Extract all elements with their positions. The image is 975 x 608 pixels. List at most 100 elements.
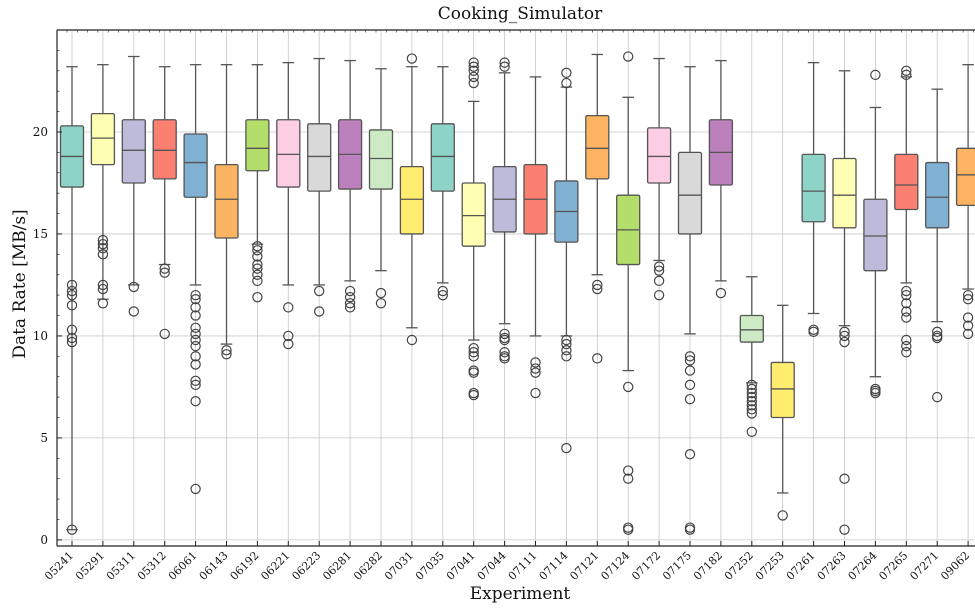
outlier-point — [901, 334, 912, 346]
x-tick-label: 07261 — [784, 549, 818, 583]
box-05241 — [59, 66, 85, 535]
outlier-point — [746, 404, 758, 415]
box-body — [90, 112, 116, 166]
outlier-point — [684, 449, 696, 460]
outlier-point — [746, 379, 758, 391]
box-07121 — [585, 53, 610, 364]
box-07035 — [430, 66, 455, 301]
x-axis-label: Experiment — [469, 584, 571, 604]
box-body — [152, 119, 177, 180]
box-06281 — [337, 59, 363, 313]
outlier-point — [190, 351, 201, 362]
outlier-point — [252, 263, 263, 274]
x-tick-label: 07035 — [413, 549, 447, 583]
y-tick-label: 0 — [40, 533, 48, 547]
outlier-point — [66, 332, 78, 344]
outlier-point — [530, 387, 541, 399]
outlier-point — [190, 334, 201, 346]
box-body — [955, 147, 975, 207]
outlier-point — [839, 524, 850, 535]
outlier-point — [66, 279, 78, 291]
chart-title: Cooking_Simulator — [437, 4, 603, 24]
outlier-point — [746, 395, 758, 407]
box-07271 — [925, 88, 950, 403]
outlier-point — [66, 285, 78, 297]
outlier-point — [746, 383, 758, 395]
outlier-point — [252, 275, 263, 287]
outlier-point — [159, 267, 170, 278]
outlier-point — [746, 426, 758, 437]
grid — [57, 30, 975, 546]
outlier-point — [252, 291, 263, 303]
box-body — [245, 119, 270, 172]
outlier-point — [252, 240, 263, 252]
outlier-point — [901, 347, 912, 358]
outlier-point — [530, 357, 541, 368]
box-06061 — [183, 64, 208, 495]
box-body — [368, 129, 394, 190]
box-07175 — [677, 66, 703, 535]
outlier-point — [344, 298, 356, 309]
box-07265 — [894, 65, 919, 358]
outlier-point — [375, 298, 387, 309]
outlier-point — [190, 310, 201, 321]
outlier-point — [839, 330, 850, 342]
outlier-point — [901, 65, 912, 76]
x-tick-label: 07114 — [537, 549, 571, 583]
outlier-point — [962, 294, 974, 305]
box-06192 — [245, 64, 270, 303]
x-tick-label: 07111 — [506, 549, 540, 583]
outlier-point — [530, 367, 541, 378]
outlier-point — [592, 353, 603, 364]
outlier-point — [252, 245, 263, 256]
box-body — [801, 153, 826, 223]
x-tick-label: 07265 — [876, 549, 910, 583]
x-tick-label: 06281 — [320, 549, 354, 583]
x-tick-label: 07172 — [629, 549, 663, 583]
outlier-point — [653, 265, 665, 276]
box-body — [677, 151, 703, 235]
box-body — [925, 161, 950, 229]
outlier-point — [406, 53, 418, 64]
outlier-point — [437, 285, 448, 297]
outlier-point — [468, 61, 479, 72]
box-07263 — [832, 70, 857, 535]
x-tick-label: 05241 — [42, 549, 76, 583]
x-tick-label: 07121 — [567, 549, 601, 583]
outlier-point — [252, 269, 263, 280]
outlier-point — [962, 320, 974, 331]
outlier-point — [715, 287, 727, 299]
outlier-point — [468, 367, 479, 378]
box-07041 — [461, 57, 486, 401]
outlier-point — [283, 338, 294, 350]
outlier-point — [746, 400, 758, 411]
x-tick-label: 06143 — [197, 549, 231, 583]
box-09062 — [955, 64, 975, 340]
boxes — [59, 51, 975, 535]
outlier-point — [190, 379, 201, 391]
outlier-point — [252, 259, 263, 270]
outlier-point — [221, 345, 232, 356]
box-07044 — [492, 57, 517, 364]
outlier-point — [128, 306, 139, 317]
y-tick-label: 10 — [33, 329, 48, 343]
outlier-point — [468, 342, 479, 354]
outlier-point — [561, 67, 572, 79]
outlier-point — [592, 283, 603, 295]
outlier-point — [375, 287, 387, 299]
box-body — [399, 165, 425, 235]
y-tick-label: 5 — [40, 431, 48, 445]
outlier-point — [623, 465, 634, 476]
outlier-point — [283, 302, 294, 313]
box-07261 — [801, 61, 826, 338]
outlier-point — [406, 334, 418, 346]
outlier-point — [468, 347, 479, 358]
outlier-point — [97, 234, 109, 246]
outlier-point — [97, 279, 109, 291]
outlier-point — [468, 71, 479, 83]
outlier-point — [746, 387, 758, 399]
outlier-point — [962, 328, 974, 340]
outlier-point — [221, 349, 232, 360]
outlier-point — [344, 291, 356, 303]
